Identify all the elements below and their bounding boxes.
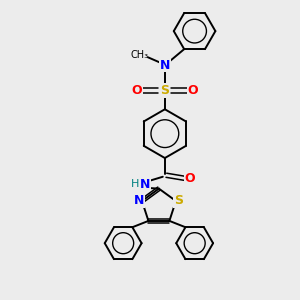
Text: CH₃: CH₃ bbox=[130, 50, 149, 60]
Text: N: N bbox=[140, 178, 151, 191]
Text: S: S bbox=[160, 84, 169, 97]
Text: H: H bbox=[131, 178, 139, 189]
Text: O: O bbox=[188, 84, 198, 97]
Text: S: S bbox=[174, 194, 183, 208]
Text: O: O bbox=[131, 84, 142, 97]
Text: N: N bbox=[134, 194, 144, 208]
Text: O: O bbox=[184, 172, 195, 185]
Text: N: N bbox=[160, 59, 170, 72]
